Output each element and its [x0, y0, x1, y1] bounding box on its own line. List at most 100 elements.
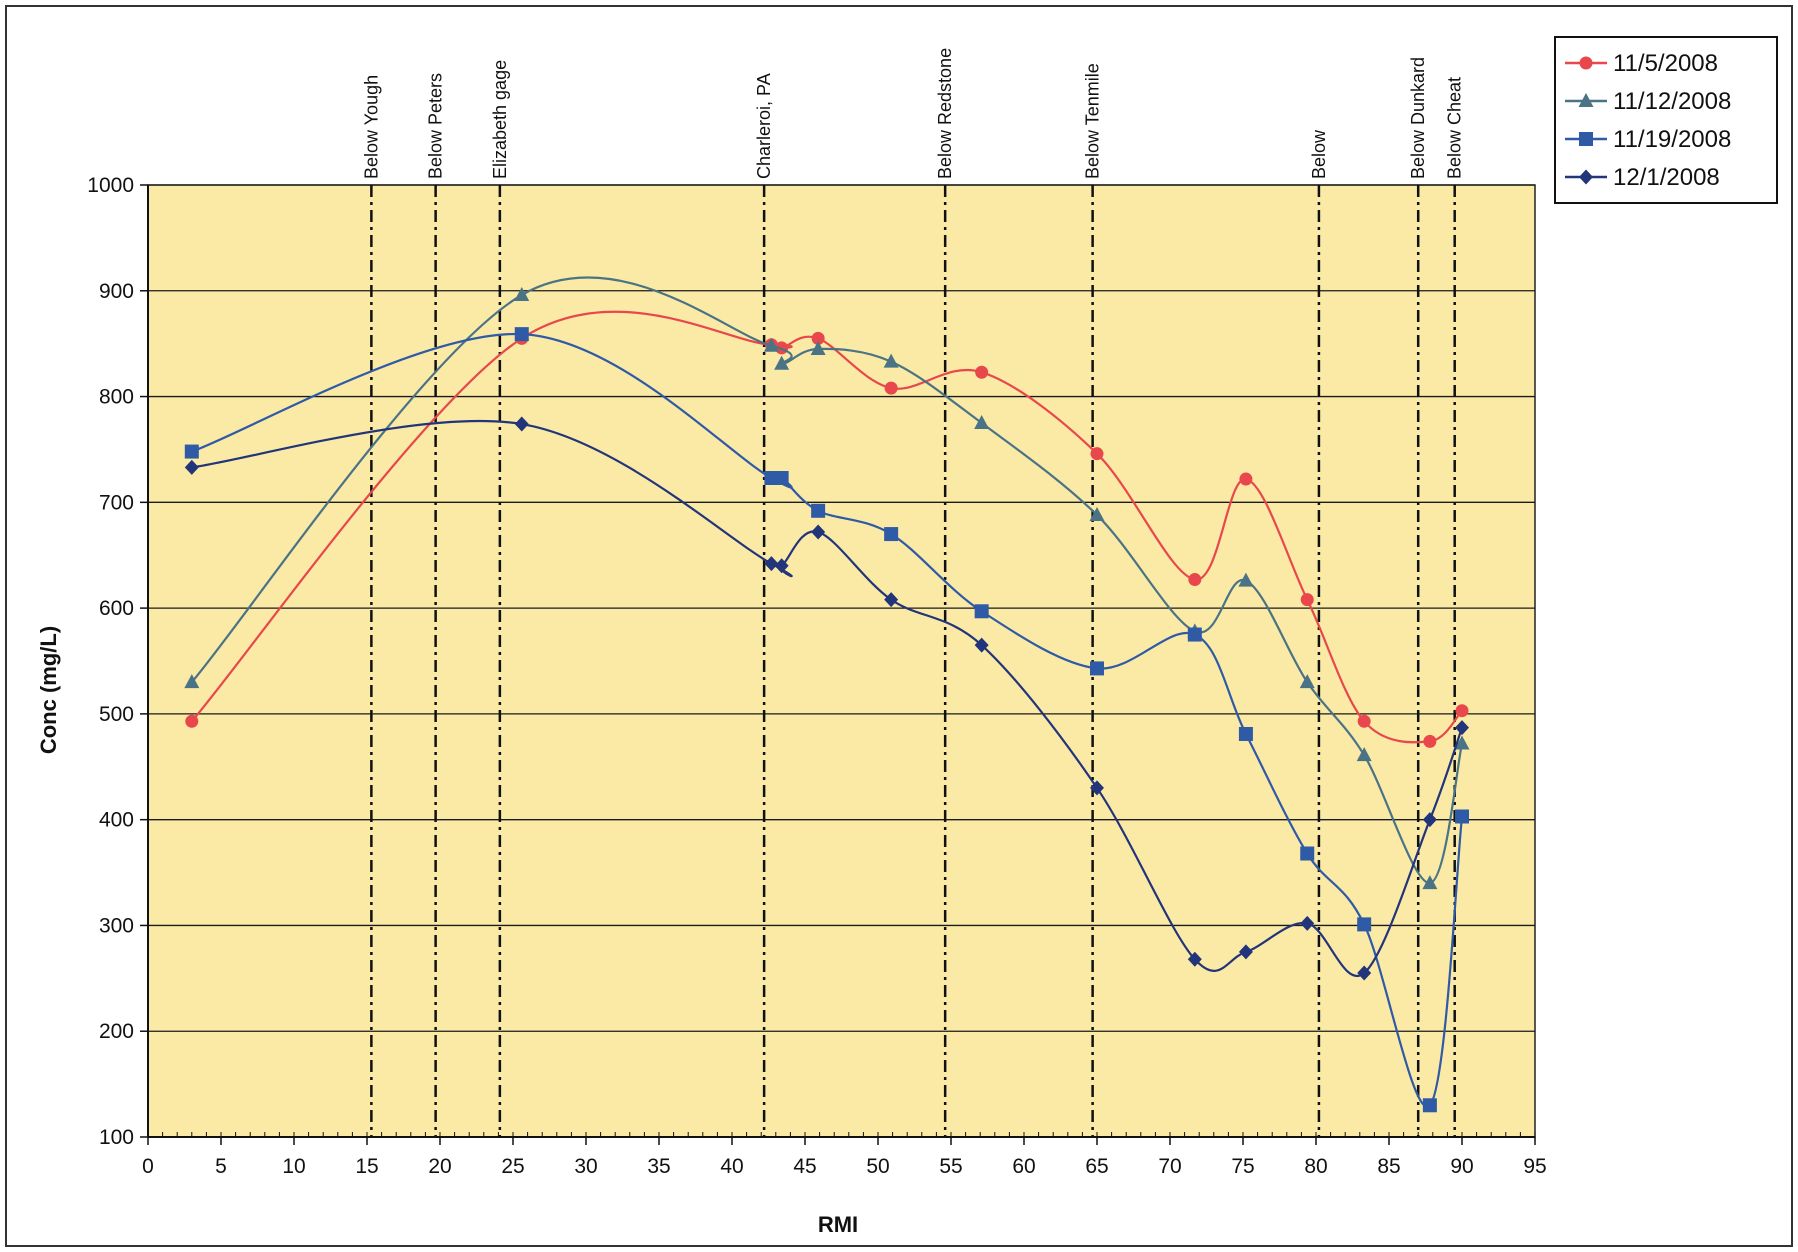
data-point — [1455, 704, 1469, 718]
y-tick-label: 200 — [99, 1020, 134, 1043]
data-point — [811, 503, 826, 518]
series-line — [191, 420, 1464, 977]
site-label: Below Tenmile — [1083, 63, 1103, 179]
y-tick-label: 900 — [99, 280, 134, 303]
series-3 — [184, 327, 1469, 1113]
gridlines — [148, 184, 1535, 1032]
legend-marker — [1579, 169, 1593, 185]
x-tick-label: 50 — [866, 1155, 889, 1178]
x-tick-label: 10 — [282, 1155, 305, 1178]
y-tick-label: 700 — [99, 491, 134, 514]
data-point — [811, 331, 825, 345]
data-point — [514, 327, 529, 342]
x-axis-title: RMI — [818, 1212, 858, 1237]
data-point — [1422, 875, 1438, 890]
x-tick-label: 65 — [1085, 1155, 1108, 1178]
x-tick-label: 40 — [720, 1155, 743, 1178]
x-tick-label: 45 — [793, 1155, 816, 1178]
series-4 — [184, 416, 1469, 981]
site-label: Below Yough — [361, 75, 381, 179]
x-tick-label: 5 — [215, 1155, 227, 1178]
data-point — [1238, 944, 1253, 960]
legend-marker — [1579, 132, 1593, 146]
data-point — [1299, 674, 1315, 689]
site-label: Below Cheat — [1445, 77, 1465, 179]
data-point — [1300, 846, 1315, 861]
data-point — [1187, 627, 1202, 642]
data-point — [1090, 780, 1104, 796]
data-point — [1238, 572, 1254, 587]
data-point — [1090, 447, 1104, 461]
data-point — [774, 355, 790, 370]
y-tick-label: 600 — [99, 597, 134, 620]
x-tick-label: 15 — [355, 1155, 378, 1178]
x-tick-label: 60 — [1012, 1155, 1035, 1178]
data-point — [1455, 720, 1469, 736]
axes: 100 200 300 400 500 600 700 800 900 1000 0 5 10 15 20 2… — [87, 174, 1546, 1178]
y-tick-label: 100 — [99, 1126, 134, 1149]
plot-background — [147, 184, 1536, 1138]
data-point — [1357, 917, 1372, 932]
data-point — [514, 287, 530, 302]
y-tick-label: 300 — [99, 914, 134, 937]
y-axis-title: Conc (mg/L) — [36, 626, 61, 754]
x-tick-label: 75 — [1231, 1155, 1254, 1178]
x-tick-label: 30 — [574, 1155, 597, 1178]
y-tick-label: 1000 — [87, 174, 134, 197]
data-point — [774, 558, 789, 574]
site-label: Below Redstone — [935, 48, 955, 179]
data-point — [1455, 809, 1469, 824]
data-point — [1187, 951, 1202, 967]
legend-marker — [1579, 56, 1593, 70]
data-point — [1422, 812, 1437, 828]
data-point — [1454, 735, 1470, 750]
data-point — [774, 471, 789, 486]
data-point — [1356, 747, 1372, 762]
site-lines: Below Yough Below Peters Elizabeth gage Cha… — [361, 48, 1465, 1137]
legend-marker — [1578, 93, 1594, 107]
data-point — [1422, 1098, 1437, 1113]
site-label: Charleroi, PA — [754, 73, 774, 179]
data-point — [1357, 714, 1371, 728]
legend-entry: 11/12/2008 — [1613, 88, 1731, 115]
legend-entry: 11/19/2008 — [1613, 126, 1731, 153]
x-tick-label: 90 — [1450, 1155, 1473, 1178]
x-tick-label: 55 — [939, 1155, 962, 1178]
site-label: Below Dunkard — [1408, 57, 1428, 179]
legend: 11/5/2008 11/12/2008 11/19/2008 12/1/2008 — [1554, 36, 1778, 204]
data-point — [1300, 915, 1315, 931]
y-tick-label: 400 — [99, 809, 134, 832]
series-line — [190, 276, 1464, 885]
plot-area — [147, 184, 1536, 1138]
data-point — [1090, 661, 1104, 676]
data-point — [1357, 965, 1372, 981]
series-2 — [184, 276, 1470, 890]
data-point — [1239, 472, 1253, 486]
data-point — [185, 714, 199, 728]
data-point — [764, 556, 779, 572]
x-tick-label: 25 — [501, 1155, 524, 1178]
data-point — [974, 637, 989, 653]
x-tick-label: 85 — [1377, 1155, 1400, 1178]
series-line — [190, 310, 1463, 744]
data-point — [184, 674, 200, 689]
x-tick-label: 0 — [142, 1155, 154, 1178]
series-layer — [184, 276, 1470, 1113]
data-point — [1238, 726, 1253, 741]
data-point — [1188, 573, 1202, 587]
data-point — [811, 524, 826, 540]
data-point — [884, 592, 899, 608]
data-point — [184, 459, 199, 475]
x-tick-label: 80 — [1304, 1155, 1327, 1178]
data-point — [975, 365, 989, 379]
legend-entry: 12/1/2008 — [1613, 164, 1720, 191]
legend-entry: 11/5/2008 — [1613, 50, 1718, 77]
site-label: Elizabeth gage — [490, 60, 510, 179]
data-point — [514, 416, 529, 432]
data-point — [883, 353, 899, 368]
data-point — [974, 415, 990, 429]
data-point — [884, 527, 899, 542]
data-point — [1423, 734, 1437, 748]
data-point — [810, 340, 826, 355]
